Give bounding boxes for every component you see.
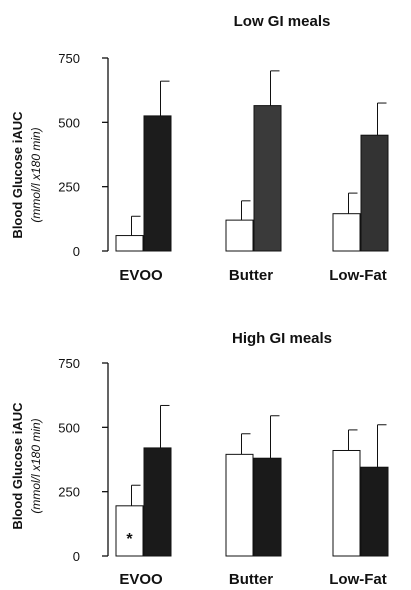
chart-panel-high-gi: High GI meals Blood Glucose iAUC (mmol/l… — [10, 330, 389, 588]
y-tick-label: 0 — [73, 549, 80, 564]
bar — [115, 235, 144, 252]
category-label: Butter — [229, 571, 273, 588]
y-tick-label: 500 — [58, 115, 80, 130]
y-axis-sublabel-group: (mmol/l x180 min) — [29, 418, 43, 513]
y-tick-label: 250 — [58, 485, 80, 500]
y-ticks: 0 250 500 750 — [58, 356, 108, 564]
category-label: Butter — [229, 267, 273, 284]
y-tick-label: 750 — [58, 356, 80, 371]
category-labels: EVOO Butter Low-Fat — [119, 267, 386, 284]
category-label: EVOO — [119, 571, 163, 588]
bar — [225, 219, 254, 252]
y-tick-label: 750 — [58, 51, 80, 66]
y-axis-sublabel: (mmol/l x180 min) — [29, 127, 43, 222]
y-axis-label: Blood Glucose iAUC — [10, 111, 25, 239]
bars: * — [115, 404, 389, 557]
y-tick-label: 500 — [58, 420, 80, 435]
category-labels: EVOO Butter Low-Fat — [119, 571, 386, 588]
bar — [115, 505, 144, 557]
y-ticks: 0 250 500 750 — [58, 51, 108, 259]
bars — [115, 70, 389, 252]
bar — [253, 457, 282, 557]
bar — [332, 213, 361, 252]
bar — [332, 449, 361, 557]
category-label: Low-Fat — [329, 267, 387, 284]
bar — [253, 105, 282, 252]
y-axis-label-group: Blood Glucose iAUC — [10, 402, 25, 530]
y-axis-label: Blood Glucose iAUC — [10, 402, 25, 530]
y-axis-label-group: Blood Glucose iAUC — [10, 111, 25, 239]
bar — [225, 453, 254, 557]
category-label: EVOO — [119, 267, 163, 284]
bar — [143, 447, 172, 557]
bar — [360, 466, 389, 557]
chart-panel-low-gi: Low GI meals Blood Glucose iAUC (mmol/l … — [10, 13, 389, 284]
chart-title: High GI meals — [232, 330, 332, 347]
y-axis-sublabel: (mmol/l x180 min) — [29, 418, 43, 513]
bar — [360, 134, 389, 252]
category-label: Low-Fat — [329, 571, 387, 588]
chart-title: Low GI meals — [234, 13, 331, 30]
significance-marker: * — [126, 531, 133, 548]
bar — [143, 115, 172, 252]
y-axis-sublabel-group: (mmol/l x180 min) — [29, 127, 43, 222]
y-tick-label: 0 — [73, 244, 80, 259]
y-tick-label: 250 — [58, 180, 80, 195]
